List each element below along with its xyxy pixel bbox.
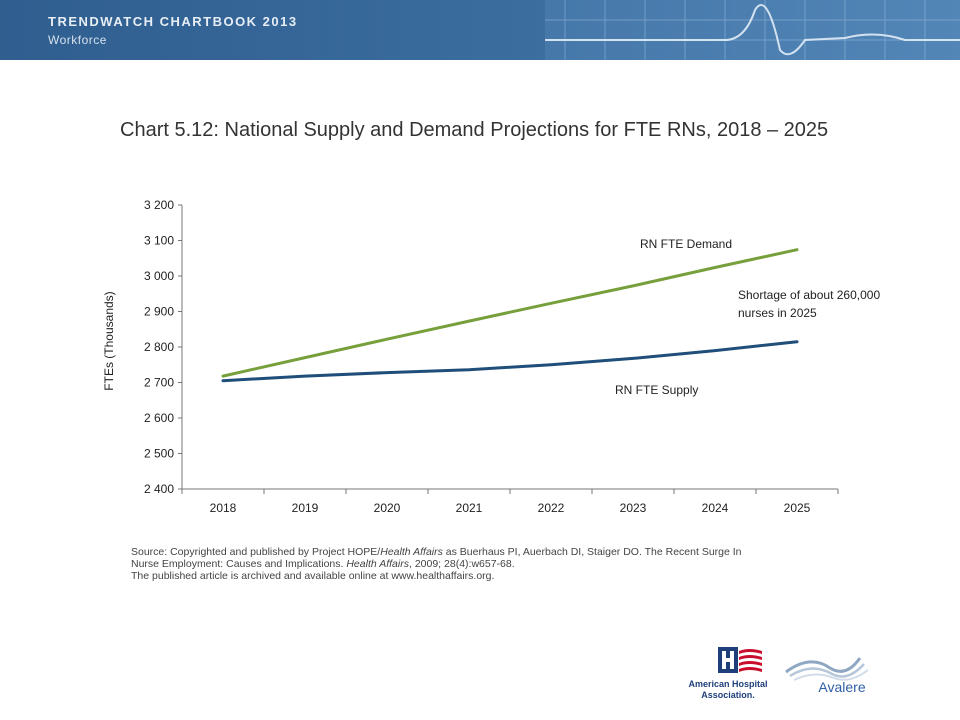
chart-title: Chart 5.12: National Supply and Demand P… (120, 119, 829, 141)
section-subtitle: Workforce (48, 33, 107, 47)
chart-axes (178, 204, 839, 494)
source-line-1: Source: Copyrighted and published by Pro… (131, 546, 851, 558)
source-text: Nurse Employment: Causes and Implication… (131, 558, 347, 570)
aha-logo: American Hospital Association. (688, 647, 768, 700)
supply-series-line (221, 340, 799, 383)
source-text: as Buerhaus PI, Auerbach DI, Staiger DO.… (442, 546, 742, 558)
shortage-annotation: Shortage of about 260,000 nurses in 2025 (738, 288, 883, 320)
chartbook-title: TRENDWATCH CHARTBOOK 2013 (48, 14, 298, 29)
x-tick-label: 2018 (210, 501, 237, 515)
y-tick-label: 3 100 (144, 234, 174, 248)
y-tick-label: 2 700 (144, 376, 174, 390)
x-tick-label: 2023 (620, 501, 647, 515)
header-banner: TRENDWATCH CHARTBOOK 2013 Workforce (0, 0, 960, 60)
flag-stripe-icon (739, 649, 762, 654)
y-tick-label: 2 400 (144, 482, 174, 496)
aha-name-line1: American Hospital (688, 679, 767, 689)
y-tick-label: 3 200 (144, 198, 174, 212)
y-tick-label: 3 000 (144, 269, 174, 283)
avalere-wordmark: Avalere (818, 679, 865, 695)
wave-icon (785, 657, 862, 674)
x-tick-label: 2025 (784, 501, 811, 515)
y-tick-label: 2 500 (144, 447, 174, 461)
x-tick-label: 2021 (456, 501, 483, 515)
source-text: , 2009; 28(4):w657-68. (408, 558, 515, 570)
shortage-annotation-line2: nurses in 2025 (738, 306, 817, 320)
journal-name: Health Affairs (380, 546, 443, 558)
x-tick-labels: 2018 2019 2020 2021 2022 2023 2024 2025 (210, 501, 811, 515)
shortage-annotation-line1: Shortage of about 260,000 (738, 288, 880, 302)
series-lines (221, 248, 799, 383)
avalere-logo: Avalere (785, 657, 869, 695)
x-tick-label: 2019 (292, 501, 319, 515)
y-tick-label: 2 900 (144, 305, 174, 319)
source-line-3: The published article is archived and av… (131, 570, 495, 582)
series-label-supply: RN FTE Supply (615, 383, 698, 397)
x-tick-label: 2020 (374, 501, 401, 515)
y-tick-label: 2 800 (144, 340, 174, 354)
x-tick-label: 2022 (538, 501, 565, 515)
source-line-2: Nurse Employment: Causes and Implication… (131, 558, 851, 570)
source-note: Source: Copyrighted and published by Pro… (131, 546, 851, 582)
series-label-demand: RN FTE Demand (640, 237, 732, 251)
ekg-pattern-icon (545, 0, 960, 60)
y-tick-label: 2 600 (144, 411, 174, 425)
source-text: Source: Copyrighted and published by Pro… (131, 546, 381, 558)
x-tick-label: 2024 (702, 501, 729, 515)
demand-series-line (221, 248, 799, 378)
y-tick-labels: 2 400 2 500 2 600 2 700 2 800 2 900 3 000 3 100… (144, 198, 174, 496)
y-axis-label: FTEs (Thousands) (102, 291, 116, 390)
journal-name: Health Affairs (346, 558, 409, 570)
aha-name-line2: Association. (701, 690, 755, 700)
